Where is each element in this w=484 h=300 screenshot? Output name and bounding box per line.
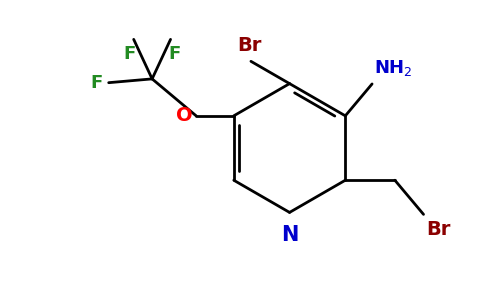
Text: F: F [91, 74, 103, 92]
Text: Br: Br [426, 220, 451, 239]
Text: N: N [281, 225, 298, 245]
Text: F: F [168, 45, 181, 63]
Text: F: F [123, 45, 136, 63]
Text: O: O [176, 106, 192, 125]
Text: Br: Br [237, 36, 261, 56]
Text: NH$_2$: NH$_2$ [374, 58, 412, 78]
